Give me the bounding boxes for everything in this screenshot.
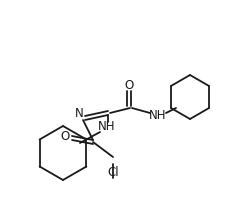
Text: NH: NH bbox=[98, 120, 116, 133]
Text: O: O bbox=[124, 78, 134, 91]
Text: Cl: Cl bbox=[107, 165, 119, 178]
Text: O: O bbox=[60, 129, 70, 142]
Text: NH: NH bbox=[149, 109, 167, 122]
Text: N: N bbox=[75, 107, 83, 120]
